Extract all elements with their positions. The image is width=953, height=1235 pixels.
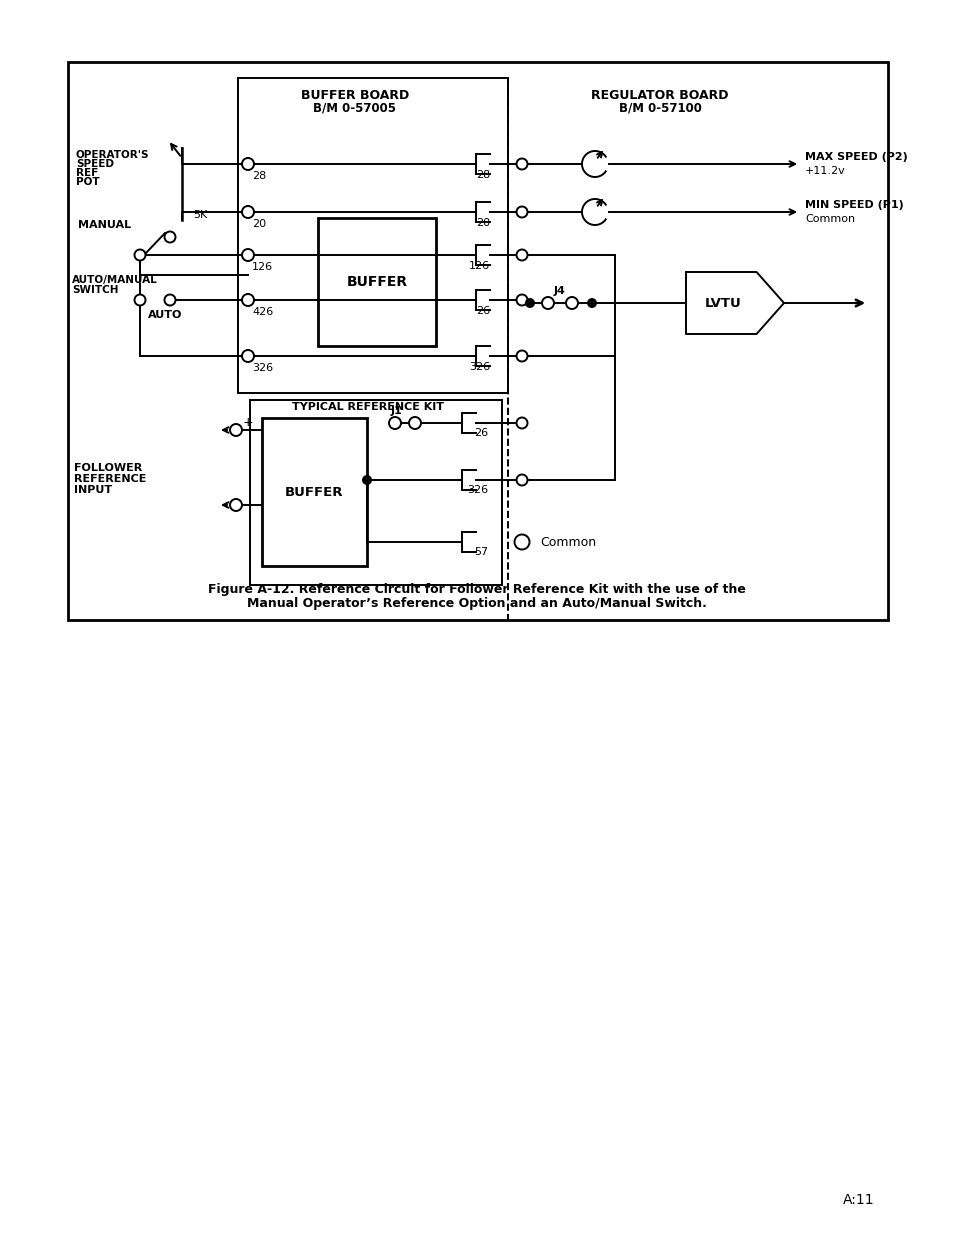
Circle shape bbox=[541, 296, 554, 309]
Text: +11.2v: +11.2v bbox=[804, 165, 845, 177]
Circle shape bbox=[514, 535, 529, 550]
Text: SWITCH: SWITCH bbox=[71, 285, 118, 295]
Text: SPEED: SPEED bbox=[76, 159, 113, 169]
Text: 28: 28 bbox=[476, 170, 490, 180]
Circle shape bbox=[587, 299, 596, 308]
Text: LVTU: LVTU bbox=[704, 296, 740, 310]
Text: 26: 26 bbox=[474, 429, 488, 438]
Circle shape bbox=[516, 351, 527, 362]
Circle shape bbox=[242, 158, 253, 170]
Text: 326: 326 bbox=[466, 485, 488, 495]
Text: REF: REF bbox=[76, 168, 98, 178]
Text: BUFFER: BUFFER bbox=[346, 275, 407, 289]
Circle shape bbox=[134, 249, 146, 261]
Circle shape bbox=[242, 249, 253, 261]
Circle shape bbox=[363, 475, 371, 484]
Circle shape bbox=[164, 231, 175, 242]
Text: BUFFER BOARD: BUFFER BOARD bbox=[300, 89, 409, 101]
Text: 326: 326 bbox=[468, 362, 490, 372]
Bar bbox=[237, 78, 507, 393]
Text: B/M 0-57005: B/M 0-57005 bbox=[314, 101, 396, 115]
Text: Manual Operator’s Reference Option and an Auto/Manual Switch.: Manual Operator’s Reference Option and a… bbox=[247, 598, 706, 610]
Text: INPUT: INPUT bbox=[74, 485, 112, 495]
Circle shape bbox=[516, 474, 527, 485]
Text: 20: 20 bbox=[476, 219, 490, 228]
Circle shape bbox=[242, 294, 253, 306]
Text: MAX SPEED (P2): MAX SPEED (P2) bbox=[804, 152, 907, 162]
Circle shape bbox=[389, 417, 400, 429]
Circle shape bbox=[230, 499, 242, 511]
Bar bbox=[317, 219, 436, 346]
Circle shape bbox=[516, 206, 527, 217]
Circle shape bbox=[565, 296, 578, 309]
Circle shape bbox=[242, 350, 253, 362]
Text: Common: Common bbox=[804, 214, 854, 224]
Text: 126: 126 bbox=[468, 261, 490, 270]
Text: FOLLOWER: FOLLOWER bbox=[74, 463, 142, 473]
Text: 28: 28 bbox=[252, 170, 266, 182]
Text: MANUAL: MANUAL bbox=[78, 220, 131, 230]
Text: J4: J4 bbox=[554, 287, 565, 296]
Text: AUTO/MANUAL: AUTO/MANUAL bbox=[71, 275, 157, 285]
Circle shape bbox=[516, 294, 527, 305]
Text: 5K: 5K bbox=[193, 210, 207, 220]
Text: A:11: A:11 bbox=[842, 1193, 874, 1207]
Text: OPERATOR'S: OPERATOR'S bbox=[76, 149, 150, 161]
Text: 326: 326 bbox=[252, 363, 273, 373]
Text: +: + bbox=[242, 416, 253, 430]
Circle shape bbox=[134, 294, 146, 305]
Bar bbox=[250, 400, 501, 585]
Text: J1: J1 bbox=[391, 406, 402, 416]
Text: Figure A-12. Reference Circuit for Follower Reference Kit with the use of the: Figure A-12. Reference Circuit for Follo… bbox=[208, 583, 745, 597]
Text: REFERENCE: REFERENCE bbox=[74, 474, 146, 484]
Circle shape bbox=[230, 424, 242, 436]
Circle shape bbox=[516, 249, 527, 261]
Text: 57: 57 bbox=[474, 547, 488, 557]
Text: POT: POT bbox=[76, 177, 99, 186]
Circle shape bbox=[516, 158, 527, 169]
Text: REGULATOR BOARD: REGULATOR BOARD bbox=[591, 89, 728, 101]
Text: 20: 20 bbox=[252, 219, 266, 228]
Circle shape bbox=[242, 206, 253, 219]
Text: 426: 426 bbox=[252, 308, 273, 317]
Circle shape bbox=[525, 299, 534, 308]
Text: 126: 126 bbox=[252, 262, 273, 272]
Bar bbox=[262, 417, 367, 566]
Text: MIN SPEED (P1): MIN SPEED (P1) bbox=[804, 200, 902, 210]
Text: Common: Common bbox=[539, 536, 596, 548]
Text: B/M 0-57100: B/M 0-57100 bbox=[618, 101, 700, 115]
Circle shape bbox=[409, 417, 420, 429]
Circle shape bbox=[516, 417, 527, 429]
Text: 26: 26 bbox=[476, 306, 490, 316]
Circle shape bbox=[164, 294, 175, 305]
Bar bbox=[68, 62, 887, 620]
Text: TYPICAL REFERENCE KIT: TYPICAL REFERENCE KIT bbox=[292, 403, 443, 412]
Text: AUTO: AUTO bbox=[148, 310, 182, 320]
Text: BUFFER: BUFFER bbox=[285, 485, 343, 499]
